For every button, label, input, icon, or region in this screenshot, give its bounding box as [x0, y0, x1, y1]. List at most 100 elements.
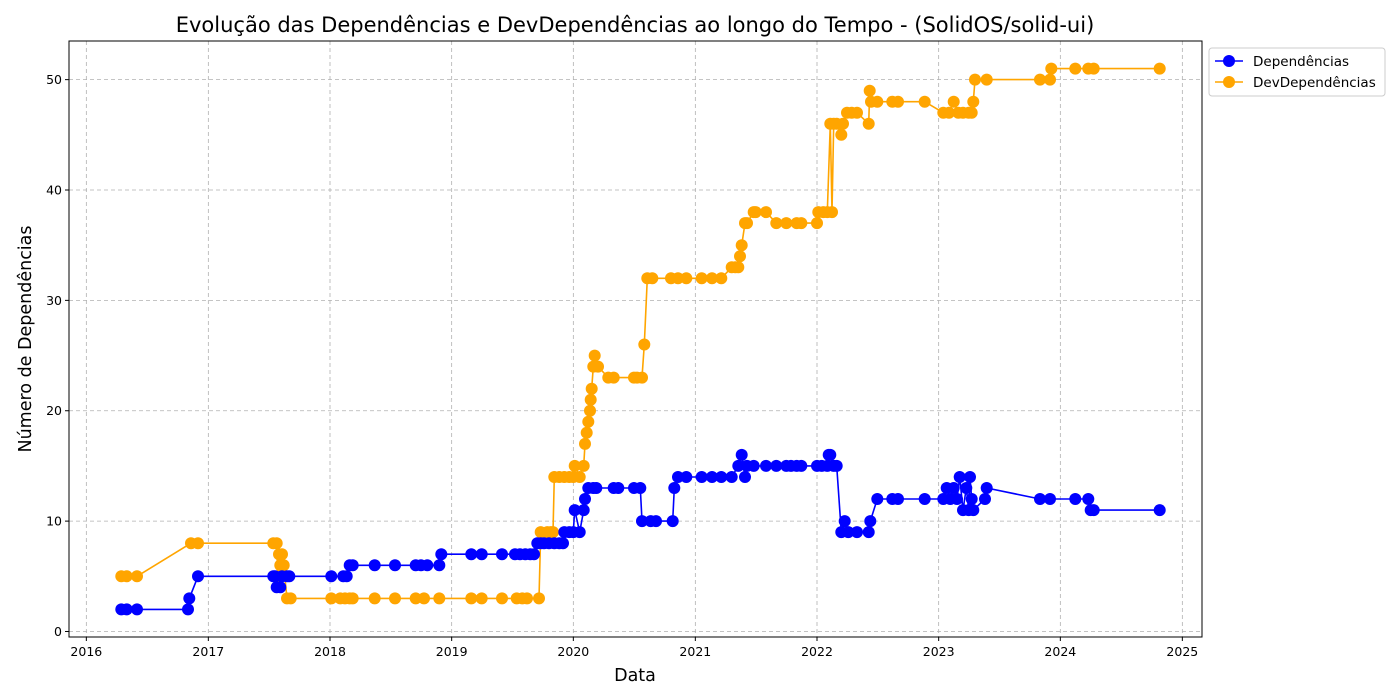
data-point: [475, 592, 488, 605]
legend-box: [1208, 47, 1386, 97]
data-point: [496, 548, 508, 561]
data-point: [980, 482, 993, 494]
y-tick-label: 20: [46, 403, 62, 418]
data-point: [695, 471, 708, 483]
data-point: [433, 559, 446, 572]
data-point: [340, 570, 353, 583]
data-point: [672, 471, 684, 483]
data-point: [283, 570, 296, 583]
grid-lines: [69, 41, 1202, 637]
data-point: [964, 471, 976, 483]
data-point: [862, 526, 875, 539]
legend-marker: [1223, 76, 1235, 88]
y-axis-label: Número de Dependências: [16, 225, 36, 452]
data-point: [496, 592, 508, 605]
data-point: [274, 581, 287, 594]
data-point: [192, 570, 204, 583]
data-point: [1087, 504, 1100, 517]
data-point: [646, 272, 659, 285]
data-point: [277, 559, 290, 572]
data-point: [568, 459, 581, 472]
data-point: [584, 404, 596, 417]
data-point: [734, 250, 746, 263]
data-point: [871, 95, 884, 108]
data-point: [838, 515, 851, 528]
data-point: [862, 117, 875, 130]
data-point: [568, 504, 581, 517]
legend-label: DevDependências: [1253, 75, 1376, 91]
data-point: [951, 493, 963, 505]
x-tick-label: 2022: [801, 644, 833, 659]
data-point: [120, 570, 133, 583]
data-point: [953, 471, 966, 483]
data-point: [695, 272, 708, 285]
data-point: [607, 371, 620, 384]
data-point: [943, 106, 955, 119]
data-point: [585, 382, 598, 395]
data-point: [547, 526, 559, 539]
data-point: [409, 592, 422, 605]
data-point: [979, 493, 991, 505]
data-point: [969, 73, 981, 86]
data-point: [811, 217, 823, 230]
data-point: [418, 592, 430, 605]
data-point: [590, 482, 603, 494]
data-point: [892, 493, 904, 505]
data-point: [573, 526, 586, 539]
data-point: [592, 360, 604, 373]
data-point: [638, 338, 651, 351]
data-point: [732, 261, 745, 274]
data-point: [725, 471, 738, 483]
data-point: [706, 272, 718, 285]
data-point: [837, 117, 849, 130]
data-point: [842, 526, 855, 539]
data-point: [582, 415, 595, 428]
legend-label: Dependências: [1253, 54, 1349, 70]
data-point: [871, 493, 884, 505]
data-point: [368, 592, 381, 605]
data-point: [433, 592, 446, 605]
data-point: [795, 459, 808, 472]
data-point: [1034, 73, 1046, 86]
data-point: [1153, 504, 1166, 517]
data-point: [1045, 62, 1058, 75]
data-point: [465, 548, 478, 561]
data-point: [650, 515, 662, 528]
data-point: [636, 371, 648, 384]
data-point: [325, 592, 338, 605]
data-point: [892, 95, 904, 108]
x-tick-label: 2023: [923, 644, 955, 659]
data-point: [918, 95, 931, 108]
data-point: [346, 559, 359, 572]
data-point: [528, 548, 540, 561]
data-point: [557, 537, 569, 550]
data-point: [668, 482, 681, 494]
data-point: [284, 592, 297, 605]
data-point: [851, 526, 863, 539]
x-tick-label: 2020: [557, 644, 589, 659]
x-tick-label: 2025: [1166, 644, 1198, 659]
data-point: [760, 206, 772, 219]
series-0: [115, 448, 1166, 616]
data-point: [770, 217, 783, 230]
data-point: [770, 459, 783, 472]
data-point: [965, 106, 978, 119]
data-point: [760, 459, 772, 472]
data-point: [577, 459, 590, 472]
data-point: [579, 493, 591, 505]
data-point: [735, 448, 748, 461]
data-point: [389, 559, 401, 572]
data-point: [680, 272, 693, 285]
data-point: [947, 95, 960, 108]
x-axis-label: Data: [614, 666, 656, 686]
data-point: [579, 437, 591, 450]
data-point: [830, 459, 843, 472]
data-point: [715, 471, 728, 483]
data-point: [465, 592, 478, 605]
y-axis: 0 10 20 30 40 50: [46, 72, 69, 639]
data-point: [325, 570, 338, 583]
data-point: [980, 73, 993, 86]
